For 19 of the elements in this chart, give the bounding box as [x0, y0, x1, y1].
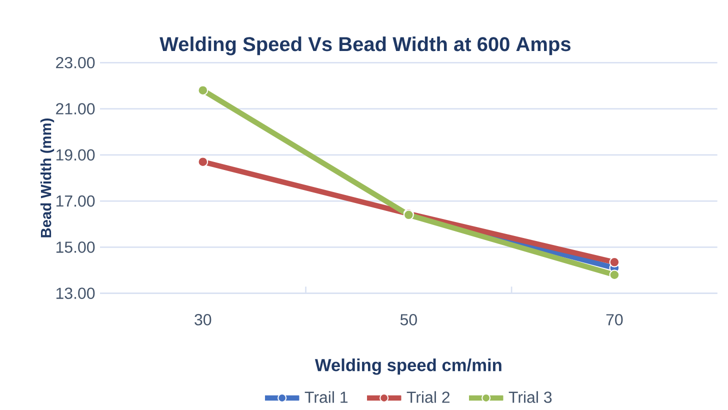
legend-label: Trail 1: [304, 391, 348, 403]
y-tick-label: 23.00: [56, 56, 95, 68]
y-tick-label: 15.00: [56, 241, 95, 253]
legend-label: Trial 2: [406, 391, 450, 403]
x-tick-label: 50: [400, 314, 417, 326]
point: [198, 85, 208, 96]
point: [198, 156, 208, 167]
y-tick-label: 17.00: [56, 195, 95, 207]
y-tick-label: 13.00: [56, 288, 95, 299]
point: [609, 270, 620, 280]
point: [609, 256, 620, 268]
legend-label: Trial 3: [508, 391, 552, 403]
y-tick-label: 21.00: [56, 103, 95, 114]
y-axis-title: Bead Width (mm): [40, 118, 54, 238]
y-tick-label: 19.00: [56, 149, 95, 161]
chart-title: Welding Speed Vs Bead Width at 600 Amps: [160, 36, 570, 56]
x-axis-title: Welding speed cm/min: [314, 358, 502, 375]
x-tick-label: 30: [194, 314, 212, 326]
x-tick-label: 70: [606, 314, 623, 326]
